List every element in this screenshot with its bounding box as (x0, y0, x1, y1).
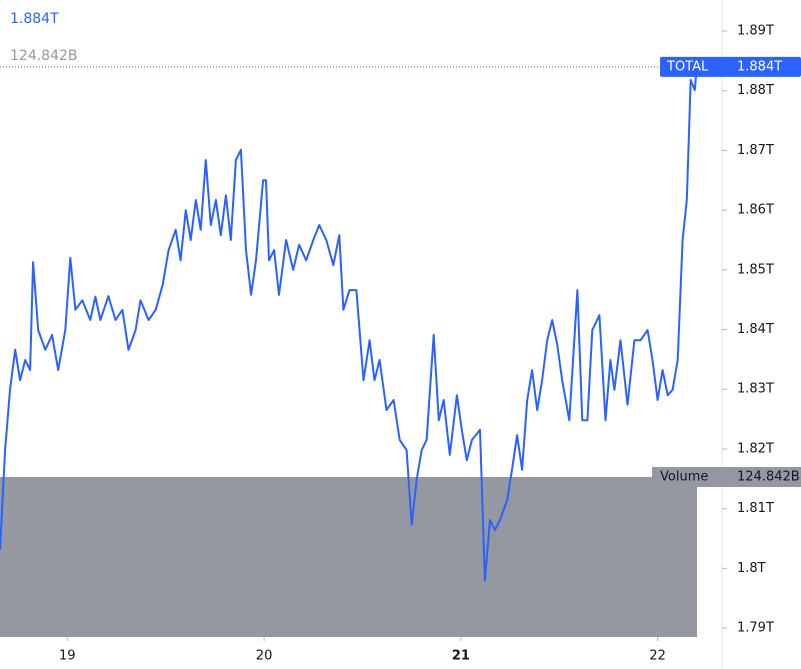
y-tick-label: 1.89T (737, 24, 774, 39)
volume-area (0, 477, 697, 637)
y-tick-label: 1.81T (737, 501, 774, 516)
y-tick-label: 1.85T (737, 262, 774, 277)
y-tick-label: 1.8T (737, 561, 766, 576)
last-value-label: 1.884T (737, 59, 782, 74)
y-tick-label: 1.79T (737, 621, 774, 636)
series-name-label: TOTAL (666, 59, 709, 74)
y-tick-label: 1.87T (737, 143, 774, 158)
price-line (0, 66, 698, 582)
x-tick-label: 19 (59, 649, 76, 664)
y-tick-label: 1.84T (737, 322, 774, 337)
volume-name-label: Volume (660, 470, 708, 485)
x-tick-label: 21 (452, 649, 470, 664)
y-tick-label: 1.82T (737, 441, 774, 456)
y-tick-label: 1.86T (737, 203, 774, 218)
volume-value-label: 124.842B (737, 470, 800, 485)
x-tick-label: 22 (649, 649, 666, 664)
last-value-badge (660, 56, 801, 77)
x-tick-label: 20 (256, 649, 273, 664)
legend-price: 1.884T (10, 11, 59, 27)
y-tick-label: 1.88T (737, 83, 774, 98)
legend-volume: 124.842B (10, 48, 78, 64)
y-tick-label: 1.83T (737, 382, 774, 397)
volume-badge (652, 467, 801, 487)
